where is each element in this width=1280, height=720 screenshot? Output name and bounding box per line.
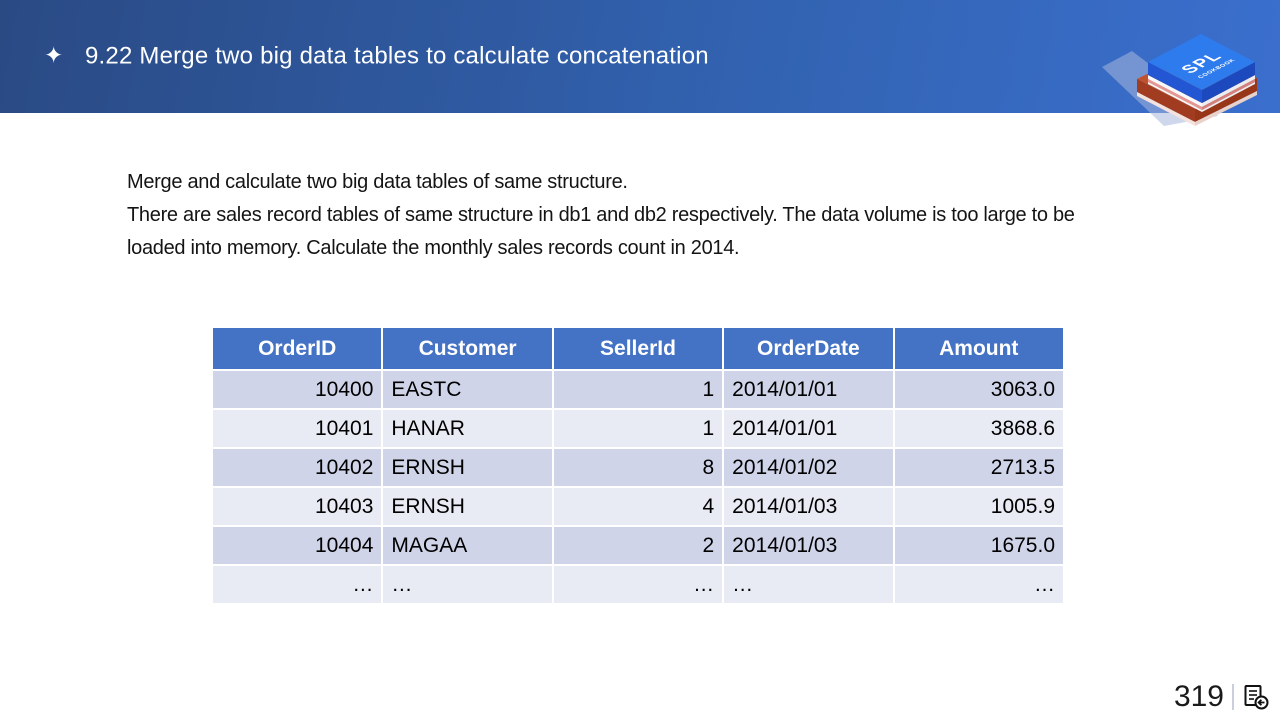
description-line: There are sales record tables of same st… (127, 204, 1075, 226)
column-header-orderid: OrderID (213, 328, 382, 369)
table-cell: 2014/01/02 (724, 449, 893, 486)
return-to-contents-icon[interactable] (1242, 683, 1270, 711)
table-cell: 2014/01/03 (724, 527, 893, 564)
column-header-orderdate: OrderDate (724, 328, 893, 369)
table-cell: 2713.5 (894, 449, 1063, 486)
table-cell: … (553, 566, 723, 603)
table-cell: 3063.0 (894, 371, 1063, 408)
table-cell: … (213, 566, 382, 603)
table-cell: … (383, 566, 552, 603)
table-cell: 3868.6 (894, 410, 1063, 447)
table-body: 10400 EASTC 1 2014/01/01 3063.0 10401 HANAR 1 20… (213, 371, 1063, 603)
table-header-row: OrderID Customer SellerId OrderDate Amount (213, 328, 1063, 369)
slide-header: ✦ 9.22 Merge two big data tables to calc… (0, 0, 1280, 113)
table-cell: 10402 (213, 449, 382, 486)
table-cell: … (894, 566, 1063, 603)
table-cell: 2 (553, 527, 723, 564)
table-row: 10401 HANAR 1 2014/01/01 3868.6 (213, 410, 1063, 447)
column-header-amount: Amount (894, 328, 1063, 369)
sales-table: OrderID Customer SellerId OrderDate Amount 1… (211, 326, 1065, 605)
description-paragraph: Merge and calculate two big data tables … (127, 166, 1075, 265)
table-cell: ERNSH (383, 449, 552, 486)
table-row: 10400 EASTC 1 2014/01/01 3063.0 (213, 371, 1063, 408)
table-row: 10404 MAGAA 2 2014/01/03 1675.0 (213, 527, 1063, 564)
sales-table-container: OrderID Customer SellerId OrderDate Amount 1… (213, 328, 1067, 603)
table-cell: 2014/01/01 (724, 410, 893, 447)
table-cell: 1005.9 (894, 488, 1063, 525)
table-row: 10403 ERNSH 4 2014/01/03 1005.9 (213, 488, 1063, 525)
footer-divider (1232, 684, 1234, 710)
column-header-customer: Customer (383, 328, 552, 369)
table-cell: EASTC (383, 371, 552, 408)
description-line: Merge and calculate two big data tables … (127, 171, 628, 193)
table-row: 10402 ERNSH 8 2014/01/02 2713.5 (213, 449, 1063, 486)
table-cell: 10401 (213, 410, 382, 447)
slide-footer: 319 (1174, 682, 1270, 712)
table-cell: 2014/01/01 (724, 371, 893, 408)
description-line: loaded into memory. Calculate the monthl… (127, 237, 740, 259)
table-cell: 8 (553, 449, 723, 486)
table-cell: ERNSH (383, 488, 552, 525)
table-cell: 2014/01/03 (724, 488, 893, 525)
page-number: 319 (1173, 680, 1224, 713)
column-header-sellerid: SellerId (553, 328, 723, 369)
table-cell: 10400 (213, 371, 382, 408)
page-title: 9.22 Merge two big data tables to calcul… (85, 41, 709, 69)
table-cell: HANAR (383, 410, 552, 447)
spl-cookbook-logo: SPL COOKBOOK (1102, 34, 1257, 126)
table-row: …………… (213, 566, 1063, 603)
table-cell: 1 (553, 371, 723, 408)
table-cell: MAGAA (383, 527, 552, 564)
four-pointed-star-icon: ✦ (44, 42, 64, 69)
table-cell: 4 (553, 488, 723, 525)
table-cell: 10404 (213, 527, 382, 564)
table-cell: 1 (553, 410, 723, 447)
table-cell: 1675.0 (894, 527, 1063, 564)
table-cell: … (724, 566, 893, 603)
table-cell: 10403 (213, 488, 382, 525)
